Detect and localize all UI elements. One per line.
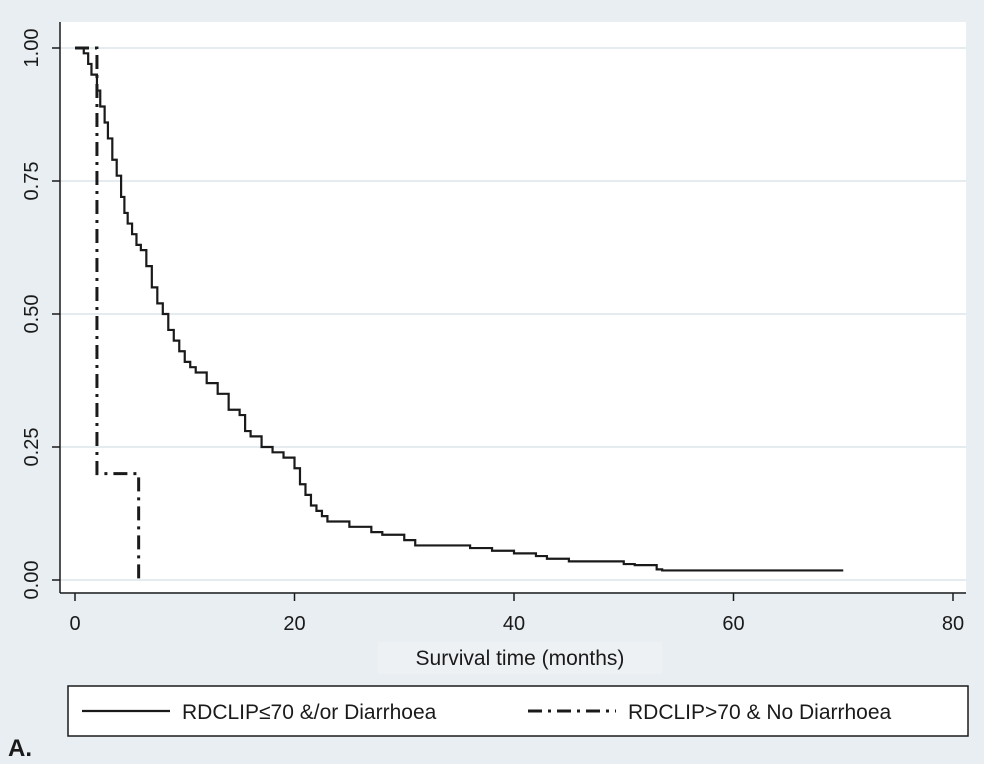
series-line-rdclip-le-70 [75, 46, 844, 572]
x-tick-label-0: 0 [69, 613, 80, 635]
gridlines [60, 47, 966, 581]
x-tick-label-2: 40 [503, 613, 525, 635]
y-tick-label-2: 0.50 [21, 295, 43, 334]
legend-label-rdclip-gt-70: RDCLIP>70 & No Diarrhoea [628, 701, 892, 724]
y-tick-label-0: 0.00 [21, 561, 43, 600]
legend: RDCLIP≤70 &/or Diarrhoea RDCLIP>70 & No … [67, 685, 969, 737]
x-tick-label-1: 20 [283, 613, 305, 635]
plot-area [60, 22, 966, 592]
series-line-rdclip-gt-70 [75, 46, 141, 580]
x-tick-label-3: 60 [722, 613, 744, 635]
x-axis-label-background [378, 642, 662, 674]
x-axis-ticks: 0 20 40 60 80 [69, 593, 964, 635]
y-axis-ticks: 0.00 0.25 0.50 0.75 1.00 [21, 29, 60, 600]
y-tick-label-1: 0.25 [21, 428, 43, 467]
legend-label-rdclip-le-70: RDCLIP≤70 &/or Diarrhoea [182, 701, 437, 724]
x-tick-label-4: 80 [942, 613, 964, 635]
axes [59, 22, 966, 594]
series-lines [75, 46, 844, 580]
y-tick-label-3: 0.75 [21, 162, 43, 201]
y-tick-label-4: 1.00 [21, 29, 43, 68]
x-axis-label: Survival time (months) [416, 647, 625, 670]
legend-box [67, 685, 969, 737]
panel-label: A. [8, 735, 32, 762]
